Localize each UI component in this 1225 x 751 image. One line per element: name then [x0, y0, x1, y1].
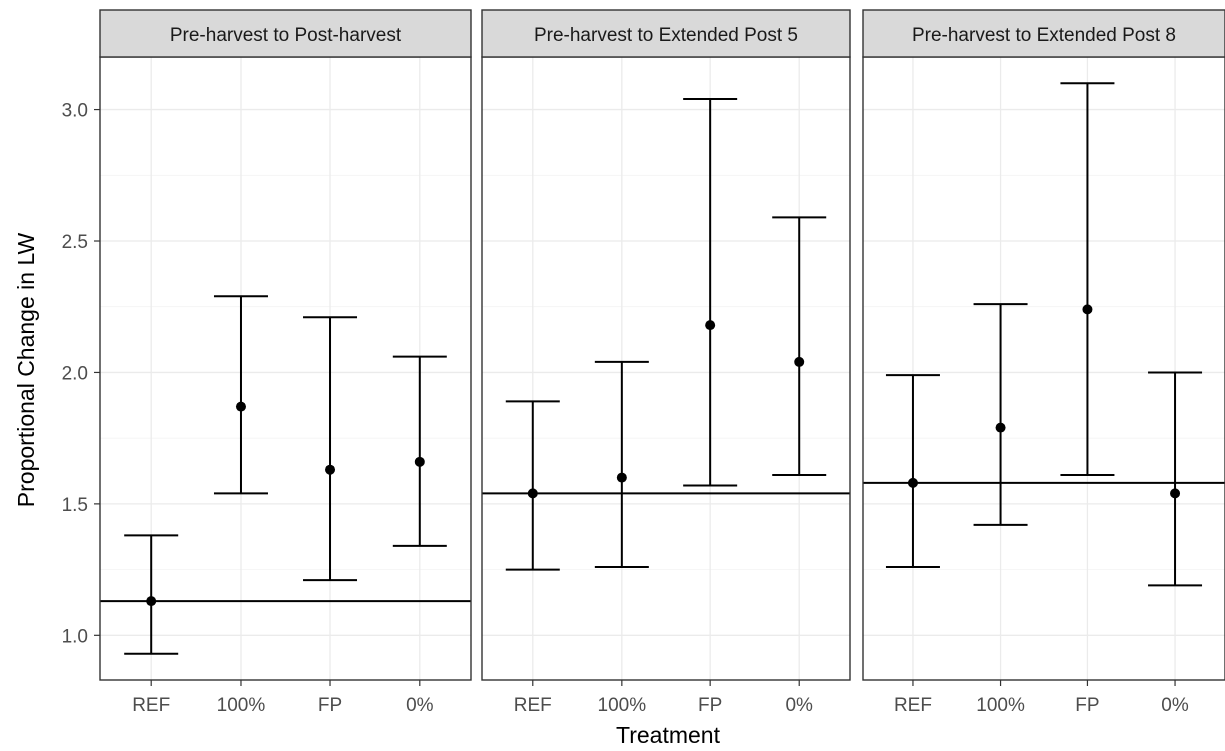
x-tick-label: 100%: [598, 695, 647, 716]
x-tick-label: 0%: [406, 695, 434, 716]
data-point: [1170, 488, 1181, 499]
facet-strip-title: Pre-harvest to Extended Post 5: [534, 25, 798, 46]
data-point: [235, 401, 246, 412]
x-tick-label: REF: [894, 695, 932, 716]
data-point: [146, 596, 157, 607]
data-point: [414, 456, 425, 467]
data-point: [705, 320, 716, 331]
x-tick-label: FP: [318, 695, 342, 716]
x-tick-label: 0%: [1161, 695, 1189, 716]
x-tick-label: REF: [514, 695, 552, 716]
facet-strip: [862, 9, 1225, 58]
y-tick-label: 1.5: [62, 495, 88, 516]
panel-1: Pre-harvest to Post-harvest REF 100% FP 0%: [99, 9, 472, 716]
y-axis-title: Proportional Change in LW: [13, 232, 39, 507]
panel-3: Pre-harvest to Extended Post 8 REF 100% FP 0…: [862, 9, 1225, 716]
panel-border: [481, 56, 851, 681]
x-tick-label: 100%: [976, 695, 1025, 716]
panel-border: [99, 56, 472, 681]
y-tick-label: 2.5: [62, 232, 88, 253]
y-tick-label: 3.0: [62, 101, 88, 122]
x-tick-label: REF: [132, 695, 170, 716]
facet-strip-title: Pre-harvest to Post-harvest: [170, 25, 402, 46]
data-point: [325, 464, 336, 475]
facet-strip-title: Pre-harvest to Extended Post 8: [912, 25, 1176, 46]
x-axis-title: Treatment: [616, 722, 721, 748]
x-tick-label: FP: [698, 695, 722, 716]
panel-border: [862, 56, 1225, 681]
x-tick-label: 0%: [785, 695, 813, 716]
data-point: [616, 472, 627, 483]
panels-group: 1.0 1.5 2.0 2.5 3.0 Pre-harvest to Post-harve…: [62, 9, 1225, 716]
data-point: [907, 477, 918, 488]
facet-strip: [99, 9, 472, 58]
panel-2: Pre-harvest to Extended Post 5 REF 100% FP 0…: [481, 9, 851, 716]
x-tick-label: 100%: [217, 695, 266, 716]
y-tick-label: 1.0: [62, 626, 88, 647]
data-point: [995, 422, 1006, 433]
x-tick-label: FP: [1075, 695, 1099, 716]
data-point: [794, 356, 805, 367]
y-tick-label: 2.0: [62, 363, 88, 384]
facet-strip: [481, 9, 851, 58]
data-point: [527, 488, 538, 499]
data-point: [1082, 304, 1093, 315]
